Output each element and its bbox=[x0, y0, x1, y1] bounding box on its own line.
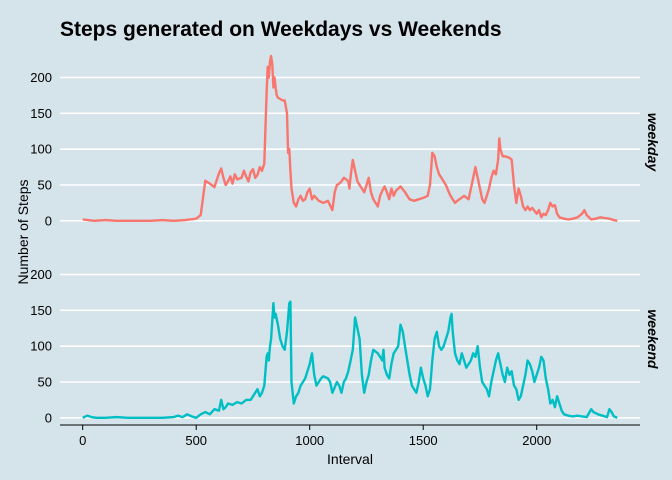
y-tick-label: 50 bbox=[38, 178, 52, 193]
panel-weekend: 0 50 100 150 200 weekend bbox=[30, 267, 661, 425]
y-tick-label: 200 bbox=[30, 267, 52, 282]
y-tick-label: 150 bbox=[30, 106, 52, 121]
y-tick-label: 50 bbox=[38, 375, 52, 390]
x-tick-label: 0 bbox=[79, 433, 86, 448]
x-axis-title: Interval bbox=[327, 451, 373, 467]
y-tick-label: 0 bbox=[45, 213, 52, 228]
facet-label: weekend bbox=[645, 309, 661, 369]
x-tick-label: 1000 bbox=[295, 433, 324, 448]
series-line-weekend bbox=[82, 300, 618, 419]
facet-label: weekday bbox=[645, 113, 661, 173]
x-tick-label: 2000 bbox=[522, 433, 551, 448]
panel-weekday: 0 50 100 150 200 weekday bbox=[30, 54, 661, 228]
y-axis-title: Number of Steps bbox=[15, 179, 31, 284]
x-tick-label: 500 bbox=[185, 433, 207, 448]
x-axis-ticks: 0 500 1000 1500 2000 bbox=[79, 425, 551, 448]
x-tick-label: 1500 bbox=[409, 433, 438, 448]
y-tick-label: 0 bbox=[45, 410, 52, 425]
y-tick-label: 100 bbox=[30, 339, 52, 354]
y-tick-label: 200 bbox=[30, 70, 52, 85]
y-tick-label: 100 bbox=[30, 142, 52, 157]
y-tick-label: 150 bbox=[30, 303, 52, 318]
chart-title: Steps generated on Weekdays vs Weekends bbox=[60, 18, 502, 41]
series-line-weekday bbox=[82, 54, 618, 222]
